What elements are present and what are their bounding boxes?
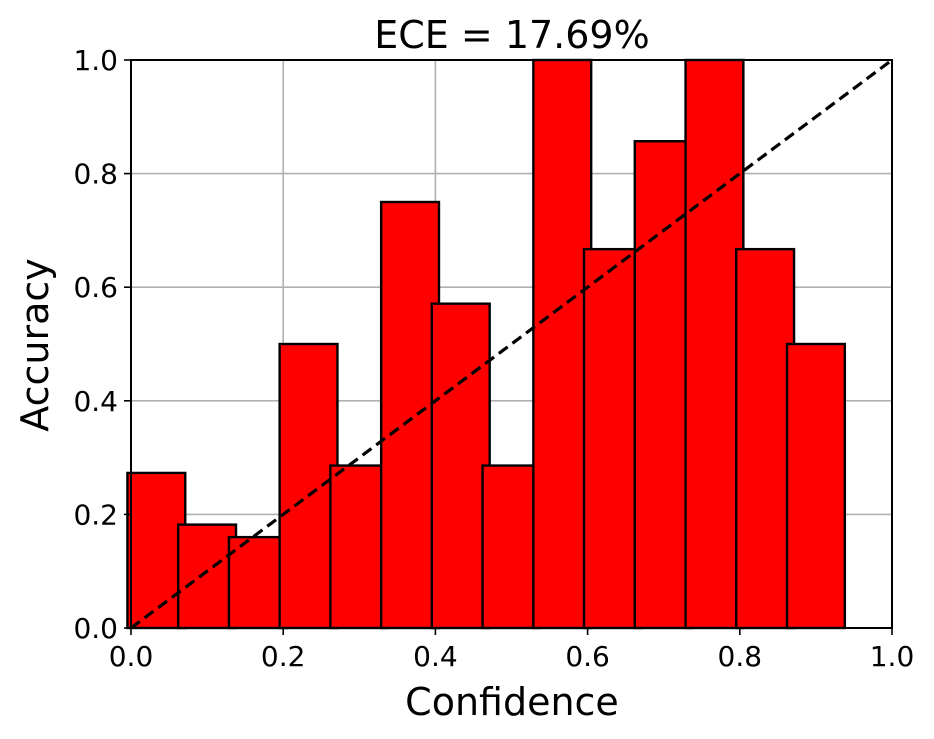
x-axis-label: Confidence <box>405 680 619 724</box>
reference-diagonal <box>130 58 893 630</box>
bar-12 <box>735 247 796 630</box>
bar-5 <box>379 200 441 630</box>
y-tick-label-2: 0.4 <box>73 385 118 418</box>
x-tick-label-4: 0.8 <box>718 640 763 673</box>
y-tick-label-5: 1.0 <box>73 44 118 77</box>
axis-ticks: 0.0 0.2 0.4 0.6 0.8 1.0 0.0 0.2 0.4 0.6 0.8 1.0 <box>73 44 914 673</box>
y-tick-label-3: 0.6 <box>73 271 118 304</box>
y-tick-label-0: 0.0 <box>73 612 118 645</box>
bar-4 <box>329 464 390 630</box>
bar-7 <box>481 464 542 630</box>
bar-3 <box>278 342 339 630</box>
chart-title: ECE = 17.69% <box>374 13 649 57</box>
y-tick-label-4: 0.8 <box>73 158 118 191</box>
x-tick-label-0: 0.0 <box>109 640 154 673</box>
bar-1 <box>176 523 238 630</box>
y-tick-label-1: 0.2 <box>73 498 118 531</box>
x-tick-label-5: 1.0 <box>870 640 915 673</box>
bar-2 <box>227 535 288 630</box>
bar-0 <box>126 471 187 630</box>
bar-13 <box>785 342 847 630</box>
bar-11 <box>684 58 745 630</box>
bar-6 <box>430 302 491 630</box>
x-tick-label-3: 0.6 <box>565 640 610 673</box>
bar-10 <box>633 140 694 630</box>
x-tick-label-2: 0.4 <box>413 640 458 673</box>
bar-8 <box>532 58 593 630</box>
plot-frame <box>130 59 893 629</box>
x-tick-label-1: 0.2 <box>261 640 306 673</box>
bar-9 <box>582 247 644 630</box>
bars <box>126 58 847 630</box>
y-axis-label: Accuracy <box>13 258 57 432</box>
